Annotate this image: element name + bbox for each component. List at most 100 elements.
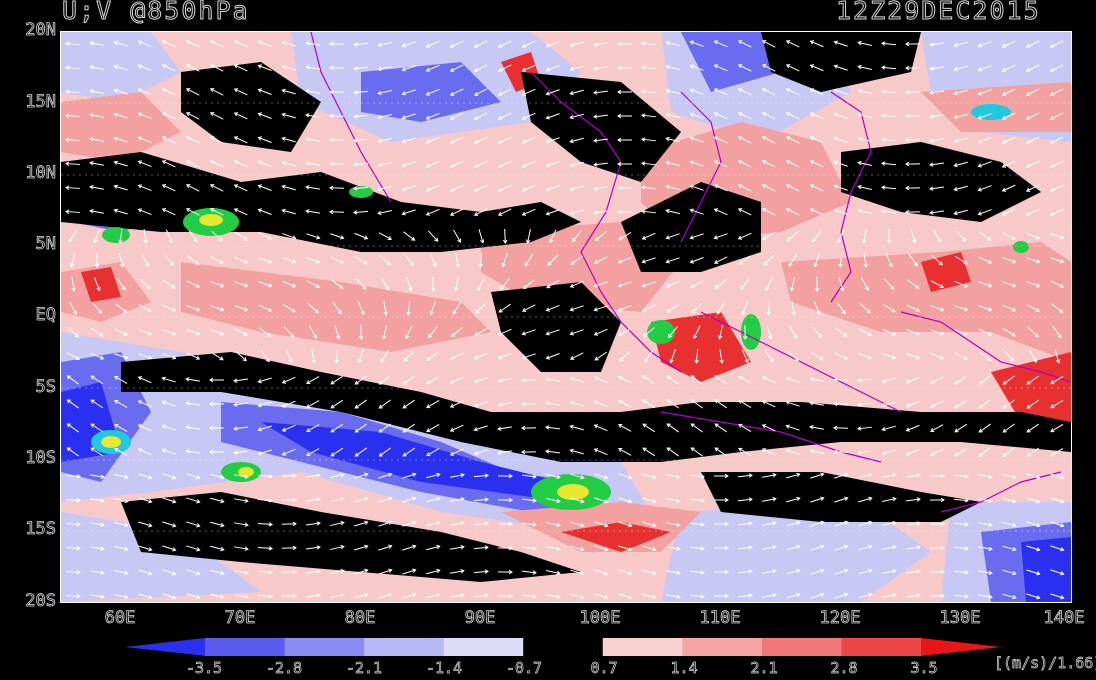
wind-arrowhead (690, 399, 695, 404)
wind-arrow (498, 402, 512, 406)
wind-arrowhead (267, 235, 273, 240)
wind-arrow (737, 522, 753, 526)
wind-arrow (810, 497, 824, 503)
wind-arrowhead (724, 593, 729, 599)
wind-arrowhead (401, 115, 406, 120)
wind-arrowhead (867, 332, 873, 336)
wind-arrowhead (593, 448, 599, 453)
wind-arrowhead (977, 67, 982, 72)
wind-arrowhead (569, 186, 574, 192)
wind-arrow (305, 474, 321, 478)
wind-arrow (138, 448, 152, 456)
wind-arrowhead (508, 593, 513, 599)
colorbar-segment (205, 638, 286, 656)
wind-arrow (954, 329, 968, 335)
wind-arrow (426, 208, 440, 216)
wind-arrowhead (161, 448, 166, 453)
wind-arrowhead (940, 569, 945, 575)
wind-arrow (311, 349, 315, 363)
wind-arrowhead (185, 112, 191, 117)
wind-arrowhead (641, 209, 646, 214)
wind-arrowhead (676, 522, 681, 528)
wind-arrow (500, 278, 510, 290)
wind-arrowhead (843, 355, 849, 360)
wind-arrowhead (580, 571, 585, 576)
wind-arrow (570, 329, 584, 335)
wind-arrowhead (316, 259, 321, 264)
wind-arrow (714, 208, 728, 216)
wind-arrowhead (1036, 499, 1041, 504)
wind-arrowhead (963, 356, 968, 361)
wind-arrow (474, 112, 488, 120)
wind-arrow (546, 304, 560, 312)
wind-arrow (90, 327, 104, 337)
near-zero-bands (61, 32, 1071, 582)
wind-arrow (527, 229, 531, 243)
wind-arrow (522, 353, 536, 359)
wind-arrowhead (641, 113, 646, 118)
wind-arrowhead (1050, 428, 1055, 433)
wind-arrowhead (641, 235, 647, 240)
wind-arrowhead (737, 64, 743, 69)
wind-arrowhead (741, 311, 746, 316)
wind-arrow (764, 350, 774, 362)
wind-arrow (258, 185, 272, 191)
wind-arrow (1026, 473, 1040, 479)
wind-arrow (378, 138, 392, 142)
wind-arrowhead (114, 423, 119, 428)
wind-arrow (426, 40, 440, 48)
wind-arrowhead (137, 448, 143, 453)
wind-arrowhead (257, 451, 262, 456)
wind-arrowhead (508, 545, 513, 551)
wind-arrow (66, 352, 80, 360)
wind-arrowhead (916, 473, 921, 478)
wind-arrowhead (689, 112, 694, 117)
wind-arrow (954, 89, 968, 95)
wind-arrow (402, 209, 416, 215)
wind-arrow (858, 89, 872, 95)
wind-arrowhead (940, 593, 945, 599)
wind-arrowhead (244, 570, 249, 575)
wind-arrowhead (148, 499, 153, 504)
wind-arrowhead (65, 113, 70, 118)
wind-arrow (114, 593, 128, 599)
wind-arrowhead (641, 137, 646, 142)
wind-arrow (979, 399, 991, 409)
wind-arrow (954, 280, 968, 288)
wind-arrow (930, 210, 944, 214)
wind-arrow (930, 66, 944, 70)
wind-arrowhead (477, 286, 482, 292)
wind-arrowhead (714, 375, 719, 380)
wind-arrowhead (1036, 571, 1041, 576)
wind-arrowhead (738, 447, 743, 452)
wind-arrow (1002, 232, 1016, 240)
wind-arrow (210, 112, 224, 120)
wind-arrowhead (146, 285, 151, 290)
wind-arrowhead (628, 547, 633, 552)
wind-arrowhead (508, 473, 513, 479)
wind-arrowhead (713, 235, 718, 240)
wind-arrowhead (796, 496, 801, 502)
wind-arrow (162, 184, 176, 192)
wind-arrowhead (785, 208, 791, 213)
wind-arrowhead (713, 208, 719, 213)
wind-arrow (90, 399, 104, 409)
wind-arrow (186, 473, 200, 479)
wind-arrowhead (892, 520, 897, 526)
wind-arrow (186, 545, 200, 551)
wind-arrowhead (768, 335, 773, 340)
wind-arrow (334, 325, 340, 339)
wind-arrow (65, 523, 81, 525)
wind-arrow (114, 41, 128, 47)
wind-arrowhead (377, 66, 382, 72)
wind-arrowhead (761, 40, 767, 45)
wind-arrow (666, 570, 680, 574)
wind-arrowhead (724, 497, 729, 503)
wind-arrow (426, 351, 440, 361)
wind-arrowhead (964, 522, 969, 527)
wind-arrowhead (1001, 67, 1007, 72)
wind-arrow (426, 569, 440, 575)
wind-arrowhead (700, 570, 705, 575)
wind-arrow (281, 475, 297, 477)
wind-arrowhead (76, 497, 81, 503)
